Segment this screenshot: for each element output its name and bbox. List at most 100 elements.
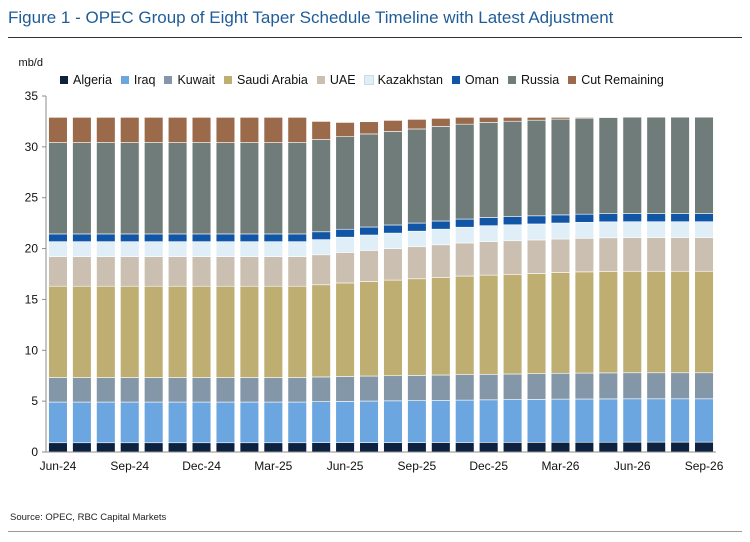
bar-segment-saudi-arabia (526, 273, 547, 374)
bar-segment-uae (120, 256, 140, 287)
bar-segment-russia (335, 136, 355, 230)
bar-stack-Jul-25 (359, 121, 379, 453)
bar-segment-cut-remaining (287, 117, 307, 143)
bar-segment-iraq (144, 401, 164, 444)
bar-segment-uae (479, 241, 499, 276)
bar-segment-kuwait (455, 374, 475, 401)
bar-segment-cut-remaining (526, 117, 547, 121)
bar-segment-oman (120, 233, 140, 242)
bar-segment-iraq (574, 398, 595, 443)
bar-segment-russia (431, 126, 451, 222)
bar-segment-uae (526, 239, 547, 274)
legend-item-kazakhstan: Kazakhstan (363, 73, 443, 87)
bar-segment-russia (191, 142, 212, 235)
bar-segment-oman (479, 217, 499, 226)
bar-segment-iraq (694, 398, 714, 443)
bar-segment-saudi-arabia (144, 285, 164, 378)
bar-segment-algeria (167, 442, 188, 453)
legend-item-algeria: Algeria (60, 73, 112, 87)
bar-segment-kazakhstan (670, 221, 690, 238)
y-tick-label: 15 (25, 292, 39, 306)
bar-stack-Aug-24 (96, 117, 116, 453)
bar-segment-uae (670, 237, 690, 272)
legend-item-russia: Russia (507, 73, 559, 87)
bar-segment-russia (526, 119, 547, 217)
bar-segment-cut-remaining (120, 117, 140, 143)
bar-segment-uae (550, 238, 571, 273)
bar-segment-algeria (574, 441, 595, 453)
bar-segment-kuwait (574, 372, 595, 400)
bar-segment-iraq (311, 401, 331, 443)
bar-segment-kuwait (550, 372, 571, 400)
legend-label: Saudi Arabia (237, 73, 308, 87)
legend-label: Kazakhstan (377, 73, 443, 87)
bar-segment-oman (502, 216, 523, 226)
y-tick-label: 30 (25, 140, 39, 154)
x-tick-label: Jun-25 (327, 459, 364, 473)
legend-swatch (224, 76, 232, 84)
bar-segment-uae (574, 238, 595, 273)
bar-segment-iraq (670, 398, 690, 443)
bar-segment-iraq (167, 401, 188, 444)
bar-segment-russia (359, 133, 379, 228)
bar-stack-Jun-26 (622, 116, 642, 453)
bar-segment-saudi-arabia (96, 285, 116, 378)
title-divider (8, 37, 742, 38)
bar-segment-kuwait (646, 372, 666, 400)
bar-segment-uae (622, 237, 642, 272)
bar-segment-kazakhstan (550, 222, 571, 240)
bar-segment-russia (383, 131, 403, 226)
bar-stack-Jun-24 (48, 117, 68, 453)
bar-segment-iraq (191, 401, 212, 444)
bar-segment-kuwait (598, 372, 618, 400)
bar-segment-kuwait (96, 377, 116, 403)
bar-segment-uae (144, 256, 164, 287)
bar-segment-kuwait (72, 377, 92, 403)
bar-segment-oman (48, 233, 68, 242)
bar-segment-russia (646, 116, 666, 214)
bar-segment-saudi-arabia (72, 285, 92, 378)
legend-item-saudi-arabia: Saudi Arabia (224, 73, 308, 87)
bar-segment-russia (287, 142, 307, 235)
bar-stack-Oct-25 (431, 118, 451, 453)
bar-segment-uae (215, 256, 236, 287)
bar-segment-algeria (359, 442, 379, 453)
bar-stack-Sep-26 (694, 116, 714, 453)
bar-segment-uae (167, 256, 188, 287)
bar-segment-kazakhstan (263, 241, 283, 257)
bar-segment-saudi-arabia (167, 285, 188, 378)
bar-segment-oman (622, 213, 642, 223)
bar-segment-russia (598, 117, 618, 214)
bar-segment-saudi-arabia (502, 274, 523, 375)
bar-segment-oman (646, 213, 666, 223)
bar-stack-Feb-25 (239, 117, 260, 453)
bar-segment-oman (598, 213, 618, 223)
bar-segment-algeria (526, 442, 547, 453)
bar-segment-saudi-arabia (120, 285, 140, 378)
y-tick-label: 35 (25, 89, 39, 103)
bar-segment-iraq (646, 398, 666, 443)
bar-segment-iraq (239, 401, 260, 444)
y-tick-label: 25 (25, 191, 39, 205)
x-tick-label: Mar-25 (254, 459, 292, 473)
bar-segment-kazakhstan (359, 234, 379, 251)
bar-segment-saudi-arabia (622, 270, 642, 374)
bar-segment-algeria (455, 442, 475, 453)
bar-segment-iraq (598, 398, 618, 443)
bar-segment-algeria (144, 442, 164, 453)
bar-segment-oman (574, 213, 595, 223)
bottom-divider (8, 531, 742, 532)
bar-segment-russia (239, 142, 260, 235)
y-tick-label: 0 (31, 445, 38, 459)
bar-segment-russia (96, 142, 116, 235)
bar-segment-saudi-arabia (335, 282, 355, 377)
bar-segment-kazakhstan (144, 241, 164, 257)
bar-segment-uae (311, 254, 331, 286)
bar-segment-algeria (479, 442, 499, 453)
bar-segment-kuwait (144, 377, 164, 403)
bar-segment-oman (383, 224, 403, 234)
bar-segment-oman (96, 233, 116, 242)
bar-segment-kuwait (407, 375, 427, 401)
legend-item-cut-remaining: Cut Remaining (568, 73, 664, 87)
bar-segment-kuwait (670, 372, 690, 400)
